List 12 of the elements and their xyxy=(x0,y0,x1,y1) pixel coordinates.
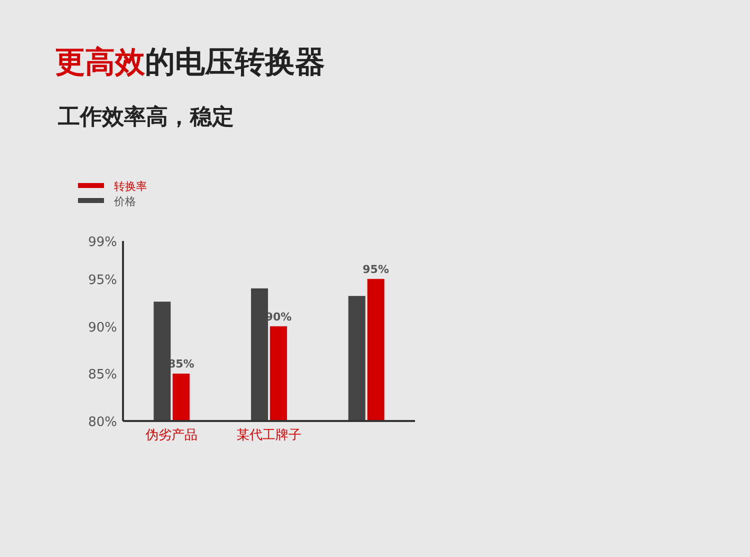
y-tick-label: 85% xyxy=(88,368,117,383)
legend-label: 价格 xyxy=(113,195,136,208)
chart-subtitle: 工作效率高，稳定 xyxy=(57,104,234,130)
y-tick-label: 80% xyxy=(88,415,117,430)
y-tick-label: 95% xyxy=(88,272,117,288)
legend-label: 转换率 xyxy=(114,180,147,193)
y-tick-label: 99% xyxy=(88,235,117,250)
x-tick-label: 某代工牌子 xyxy=(236,428,302,443)
data-label: 95% xyxy=(362,262,390,276)
x-tick-label: 伪劣产品 xyxy=(146,428,198,443)
chart-title: 更高效的电压转换器 xyxy=(55,45,325,80)
y-tick-label: 90% xyxy=(88,320,117,336)
